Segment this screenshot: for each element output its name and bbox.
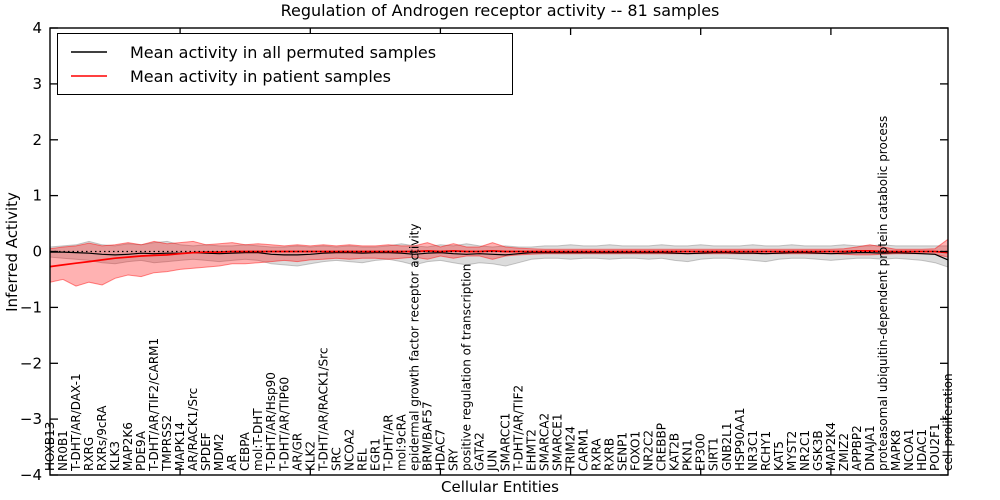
x-category-label: RXRG: [82, 437, 96, 471]
x-category-label: KLK2: [303, 441, 317, 471]
y-tick-label: −4: [20, 466, 42, 484]
legend-item-patient: Mean activity in patient samples: [70, 67, 512, 86]
y-tick-label: 2: [32, 131, 42, 149]
x-category-label: NR0B1: [56, 430, 70, 471]
x-category-label: TMPRSS2: [160, 415, 174, 472]
chart-title: Regulation of Androgen receptor activity…: [280, 1, 720, 20]
x-category-label: SMARCA2: [538, 413, 552, 471]
legend: Mean activity in all permuted samples Me…: [57, 33, 513, 95]
x-category-label: NCOA1: [902, 429, 916, 471]
x-category-label: AR/RACK1/Src: [186, 388, 200, 471]
x-category-label: MYST2: [785, 431, 799, 471]
x-category-label: DNAJA1: [863, 425, 877, 471]
x-category-label: PKN1: [681, 439, 695, 471]
y-axis-label: Inferred Activity: [3, 192, 21, 312]
x-category-label: REL: [355, 448, 369, 471]
x-category-label: epidermal growth factor receptor activit…: [407, 224, 421, 471]
x-category-label: MAPK8: [889, 430, 903, 471]
x-category-label: NR2C2: [642, 430, 656, 471]
x-category-label: RXRs/9cRA: [95, 405, 109, 471]
x-category-label: positive regulation of transcription: [460, 264, 474, 471]
x-category-label: EGR1: [368, 438, 382, 471]
x-category-label: mol:T-DHT: [251, 408, 265, 471]
x-category-label: T-DHT/AR/TIF2/CARM1: [147, 338, 161, 472]
x-category-label: AR: [225, 454, 239, 471]
x-category-label: SMARCC1: [499, 413, 513, 471]
x-category-label: NCOA2: [342, 429, 356, 471]
x-category-label: RXRB: [603, 438, 617, 471]
y-tick-label: −3: [20, 410, 42, 428]
x-category-label: NR3C1: [746, 430, 760, 471]
x-category-label: HSP90AA1: [733, 407, 747, 471]
x-category-label: KLK3: [108, 441, 122, 471]
x-category-labels: HOXB13 NR0B1 T-DHT/AR/DAX-1 RXRG RXRs/9cRA KL…: [43, 116, 955, 472]
legend-item-permuted: Mean activity in all permuted samples: [70, 43, 512, 62]
x-category-label: POU2F1: [928, 423, 942, 471]
x-category-label: T-DHT/AR/RACK1/Src: [316, 348, 330, 472]
y-tick-label: −1: [20, 298, 42, 316]
x-category-label: GSK3B: [811, 430, 825, 471]
x-category-label: CEBPA: [238, 431, 252, 471]
x-category-label: EP300: [694, 433, 708, 471]
x-category-label: FOXO1: [629, 431, 643, 471]
y-tick-label: 1: [32, 187, 42, 205]
x-category-label: NR2C1: [798, 430, 812, 471]
x-category-label: T-DHT/AR/DAX-1: [69, 373, 83, 472]
x-category-label: SIRT1: [707, 437, 721, 471]
x-category-label: SRC: [329, 447, 343, 471]
x-category-label: mol:9cRA: [394, 414, 408, 471]
y-tick-label: −2: [20, 354, 42, 372]
x-category-label: proteasomal ubiquitin-dependent protein …: [876, 116, 890, 471]
x-category-label: AR/GR: [290, 433, 304, 471]
x-category-label: TRIM24: [564, 426, 578, 472]
legend-label-permuted: Mean activity in all permuted samples: [130, 42, 437, 62]
x-category-label: GNB2L1: [720, 423, 734, 471]
x-category-label: KAT5: [772, 441, 786, 471]
x-category-label: GATA2: [473, 432, 487, 471]
x-axis-label: Cellular Entities: [441, 478, 559, 496]
x-category-label: CREBBP: [655, 423, 669, 471]
legend-line-patient-icon: [71, 75, 107, 77]
x-category-label: SPDEF: [199, 432, 213, 471]
x-category-label: PDE9A: [134, 430, 148, 471]
y-tick-label: 3: [32, 75, 42, 93]
x-category-label: MDM2: [212, 433, 226, 471]
x-axis-ticks: [179, 28, 832, 475]
x-category-label: SMARCE1: [551, 413, 565, 471]
x-category-label: MAP2K6: [121, 422, 135, 471]
x-category-label: HDAC1: [915, 429, 929, 471]
x-category-label: APPBP2: [850, 425, 864, 471]
x-category-label: ZMIZ2: [837, 433, 851, 471]
x-category-label: SENP1: [616, 432, 630, 471]
x-category-label: RCHY1: [759, 431, 773, 471]
x-category-label: T-DHT/AR: [381, 414, 395, 472]
legend-line-permuted-icon: [71, 51, 107, 53]
y-tick-label: 0: [32, 243, 42, 261]
y-axis-ticks: −4 −3 −2 −1 0 1 2 3 4: [20, 19, 948, 484]
x-category-label: T-DHT/AR/Hsp90: [264, 372, 278, 472]
x-category-label: HDAC7: [433, 429, 447, 471]
legend-label-patient: Mean activity in patient samples: [130, 66, 391, 86]
x-category-label: EHMT2: [525, 429, 539, 471]
x-category-label: MAPK14: [173, 422, 187, 471]
x-category-label: JUN: [486, 450, 500, 472]
x-category-label: MAP2K4: [824, 422, 838, 471]
x-category-label: KAT2B: [668, 433, 682, 471]
x-category-label: CARM1: [577, 428, 591, 471]
x-category-label: T-DHT/AR/TIP60: [277, 377, 291, 472]
x-category-label: SRY: [446, 448, 460, 471]
x-category-label: T-DHT/AR/TIF2: [512, 385, 526, 472]
x-category-label: RXRA: [590, 438, 604, 471]
x-category-label: BRM/BAF57: [420, 401, 434, 471]
y-tick-label: 4: [32, 19, 42, 37]
